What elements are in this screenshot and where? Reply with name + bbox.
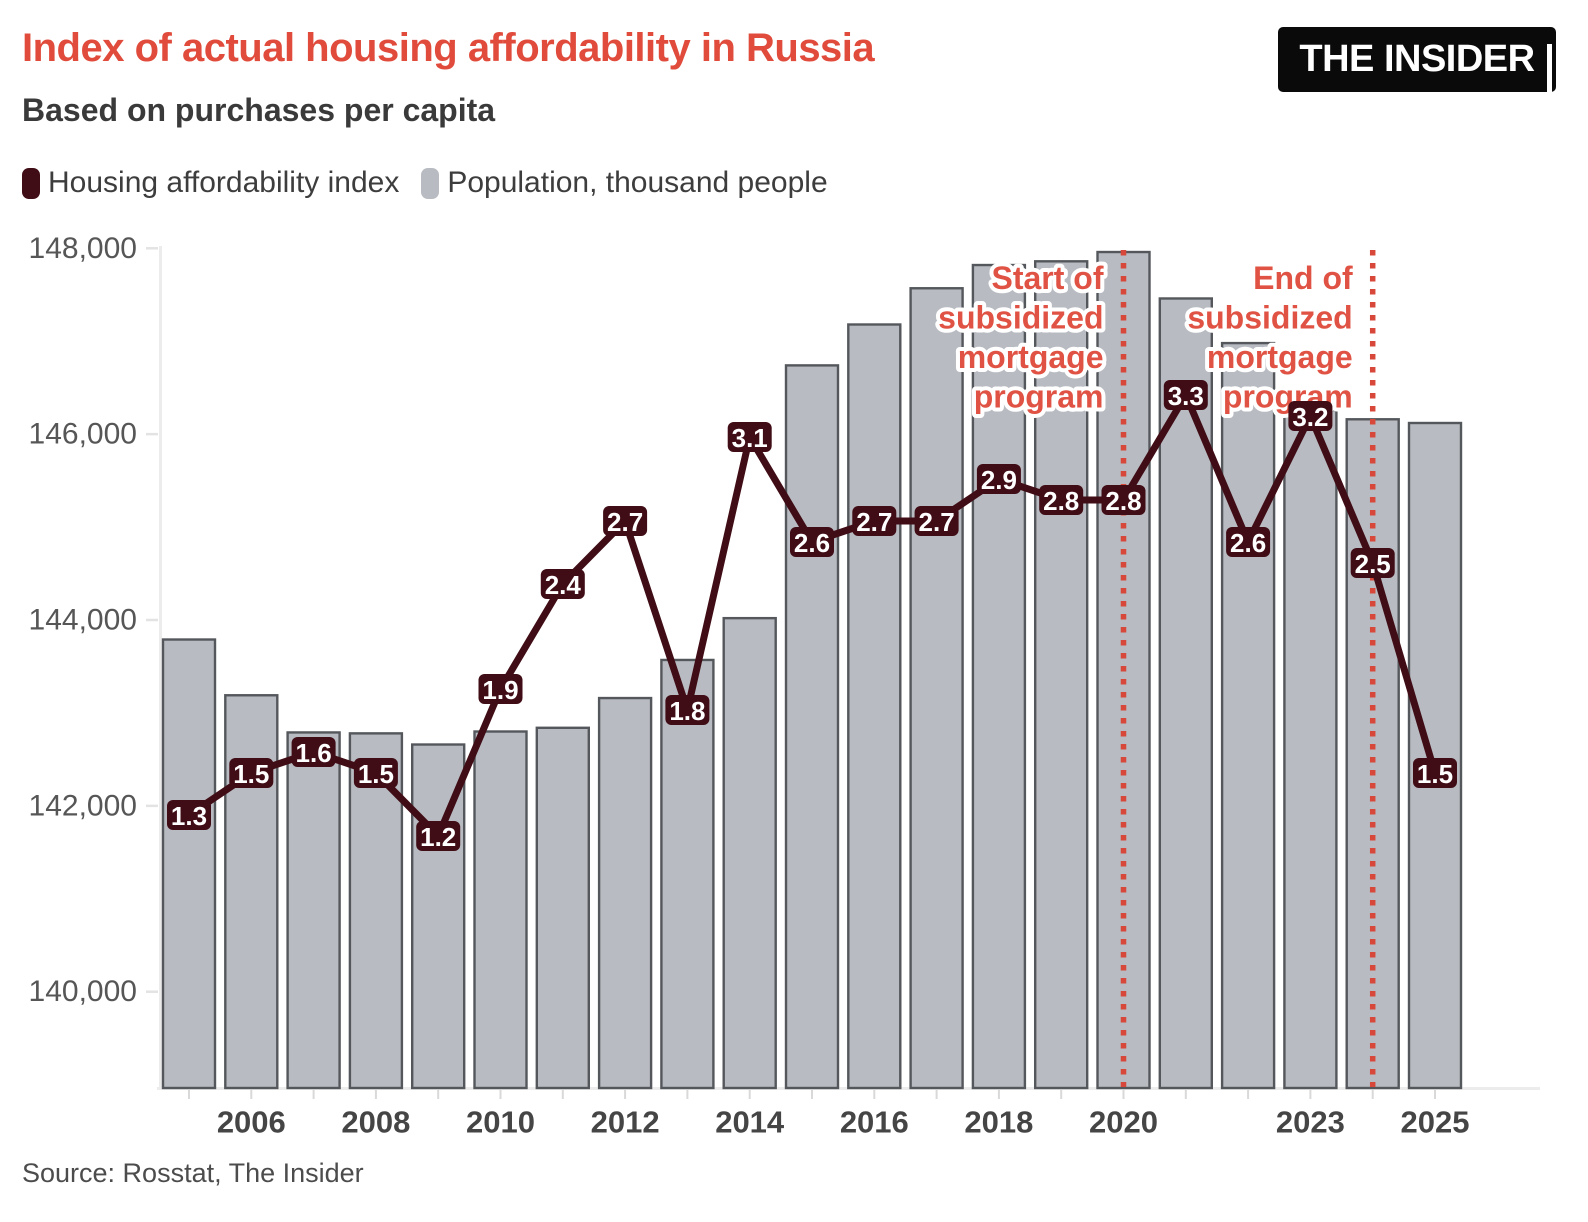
index-point-badge-2021 (1163, 380, 1208, 410)
index-point-badge-2008 (353, 758, 398, 788)
logo-text: THE INSIDER (1299, 38, 1535, 80)
y-axis-label: 140,000 (29, 975, 137, 1008)
y-axis-label: 146,000 (29, 418, 137, 451)
event-annotation-line: program (1223, 379, 1353, 415)
event-annotation-line: mortgage (958, 339, 1104, 375)
event-annotation-line: Start of (992, 260, 1104, 296)
index-point-badge-2013 (665, 695, 710, 725)
index-point-badge-2019 (1039, 485, 1084, 515)
x-axis-label: 2008 (341, 1105, 410, 1140)
population-bar-2018 (971, 263, 1027, 1090)
index-point-badge-2020 (1101, 485, 1146, 515)
index-point-value: 1.9 (482, 675, 518, 705)
index-point-value: 2.8 (1105, 486, 1141, 516)
logo-cursor-bar (1547, 44, 1552, 92)
index-point-badge-2011 (540, 569, 585, 599)
population-bar-2015 (784, 364, 840, 1090)
index-point-badge-2023 (1288, 401, 1333, 431)
legend-label-population: Population, thousand people (447, 166, 828, 199)
index-point-value: 2.5 (1355, 549, 1391, 579)
population-bar-2023 (1283, 408, 1338, 1090)
index-point-value: 1.2 (420, 822, 456, 852)
event-annotation-line: End of (1253, 260, 1353, 296)
population-bar-2006 (224, 694, 279, 1090)
legend-swatch-population (421, 167, 440, 199)
index-point-value: 3.3 (1168, 381, 1204, 411)
index-point-badge-2012 (603, 506, 648, 536)
population-bar-2024 (1345, 418, 1400, 1090)
event-annotation-line: mortgage (1207, 339, 1353, 375)
index-point-value: 1.5 (1417, 759, 1453, 789)
index-point-value: 1.3 (171, 801, 207, 831)
source-note: Source: Rosstat, The Insider (22, 1158, 364, 1188)
index-point-value: 1.6 (296, 738, 332, 768)
index-point-badge-2024 (1350, 548, 1395, 578)
index-point-badge-2006 (229, 758, 274, 788)
index-point-value: 3.2 (1292, 402, 1328, 432)
y-axis-label: 144,000 (29, 604, 137, 637)
index-point-value: 2.7 (856, 507, 892, 537)
index-point-value: 2.9 (981, 465, 1017, 495)
the-insider-logo: THE INSIDER (1278, 27, 1556, 92)
index-point-badge-2022 (1226, 527, 1271, 557)
legend: Housing affordability index Population, … (22, 166, 850, 200)
index-point-badge-2018 (976, 464, 1021, 494)
index-point-value: 2.7 (607, 507, 643, 537)
population-bar-2011 (535, 726, 590, 1090)
x-axis-label: 2016 (840, 1105, 909, 1140)
index-point-value: 1.5 (358, 759, 394, 789)
x-axis-label: 2010 (466, 1105, 535, 1140)
page-title: Index of actual housing affordability in… (22, 26, 875, 70)
index-point-badge-2009 (416, 821, 461, 851)
event-annotation-line: subsidized (1187, 300, 1352, 336)
x-axis-label: 2025 (1401, 1105, 1470, 1140)
x-axis-label: 2023 (1276, 1105, 1345, 1140)
page-subtitle: Based on purchases per capita (22, 92, 496, 128)
legend-label-affordability-index: Housing affordability index (48, 166, 400, 199)
index-point-value: 2.7 (919, 507, 955, 537)
x-axis-label: 2018 (964, 1105, 1033, 1140)
legend-swatch-affordability-index (22, 167, 40, 199)
index-point-badge-2005 (167, 800, 211, 830)
x-axis-label: 2012 (591, 1105, 660, 1140)
index-point-value: 2.8 (1043, 486, 1079, 516)
index-point-badge-2015 (790, 527, 834, 557)
index-point-value: 2.6 (794, 528, 830, 558)
population-bar-2021 (1158, 297, 1214, 1090)
x-axis-label: 2014 (715, 1105, 785, 1140)
index-point-value: 1.5 (233, 759, 269, 789)
index-point-badge-2017 (914, 506, 959, 536)
index-point-badge-2014 (727, 422, 772, 452)
population-bar-2013 (660, 658, 715, 1090)
index-point-value: 3.1 (732, 423, 768, 453)
population-bar-2005 (161, 638, 217, 1090)
index-point-badge-2025 (1413, 758, 1457, 788)
event-annotation-line: subsidized (938, 300, 1103, 336)
index-point-badge-2010 (478, 674, 523, 704)
x-axis-label: 2006 (217, 1105, 286, 1140)
index-point-value: 2.6 (1230, 528, 1266, 558)
population-bar-2012 (597, 696, 653, 1090)
index-point-value: 1.8 (669, 696, 705, 726)
population-bar-2025 (1407, 421, 1463, 1090)
event-annotation-line: program (974, 379, 1104, 415)
population-bar-2019 (1033, 260, 1089, 1090)
x-axis-label: 2020 (1089, 1105, 1158, 1140)
population-bar-2007 (286, 731, 341, 1090)
population-bar-2017 (909, 287, 964, 1090)
y-axis-label: 142,000 (29, 789, 137, 822)
population-bar-2010 (473, 730, 528, 1090)
index-point-value: 2.4 (545, 570, 582, 600)
index-point-badge-2016 (852, 506, 897, 536)
population-bar-2016 (847, 323, 902, 1090)
population-bar-2022 (1220, 341, 1276, 1090)
index-point-badge-2007 (291, 737, 336, 767)
population-bar-2014 (722, 616, 777, 1090)
y-axis-label: 148,000 (29, 232, 137, 265)
